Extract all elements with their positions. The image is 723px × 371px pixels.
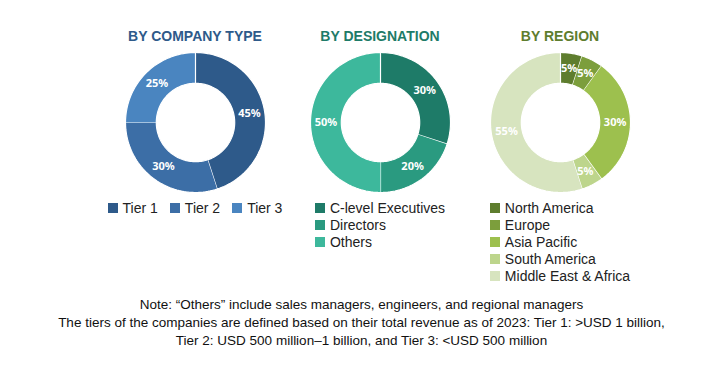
- svg-text:5%: 5%: [577, 65, 593, 80]
- html-text:Middle East & Africa: Middle East & Africa: [504, 268, 631, 284]
- html-text:Tier 2: Tier 2: [184, 200, 221, 216]
- html-text:Note: “Others” include sales m: Note: “Others” include sales managers, e…: [139, 297, 584, 312]
- html-text:Asia Pacific: Asia Pacific: [504, 234, 578, 250]
- svg-text:5%: 5%: [577, 163, 593, 178]
- html-text:BY DESIGNATION: BY DESIGNATION: [320, 28, 440, 44]
- html-text:Europe: Europe: [504, 217, 550, 233]
- svg-text:25%: 25%: [146, 75, 169, 90]
- html-text:Tier 2: USD 500 million–1 bill: Tier 2: USD 500 million–1 billion, and T…: [175, 333, 548, 348]
- html-text:C-level Executives: C-level Executives: [329, 200, 446, 216]
- html-text:Directors: Directors: [329, 217, 386, 233]
- svg-text:30%: 30%: [152, 158, 175, 173]
- svg-text:30%: 30%: [604, 114, 627, 129]
- svg-text:55%: 55%: [495, 123, 518, 138]
- html-text:South America: South America: [504, 251, 596, 267]
- html-text:BY COMPANY TYPE: BY COMPANY TYPE: [128, 28, 262, 44]
- svg-text:20%: 20%: [401, 158, 424, 173]
- html-text:North America: North America: [504, 200, 594, 216]
- html-text:Others: Others: [329, 234, 372, 250]
- svg-text:30%: 30%: [413, 82, 436, 97]
- svg-text:5%: 5%: [561, 60, 577, 75]
- html-text:Tier 1: Tier 1: [122, 200, 158, 216]
- html-text:Tier 3: Tier 3: [247, 200, 283, 216]
- svg-text:45%: 45%: [238, 105, 261, 120]
- html-text:The tiers of the companies are: The tiers of the companies are defined b…: [58, 315, 665, 330]
- html-text:BY REGION: BY REGION: [520, 28, 600, 44]
- svg-text:50%: 50%: [315, 114, 338, 129]
